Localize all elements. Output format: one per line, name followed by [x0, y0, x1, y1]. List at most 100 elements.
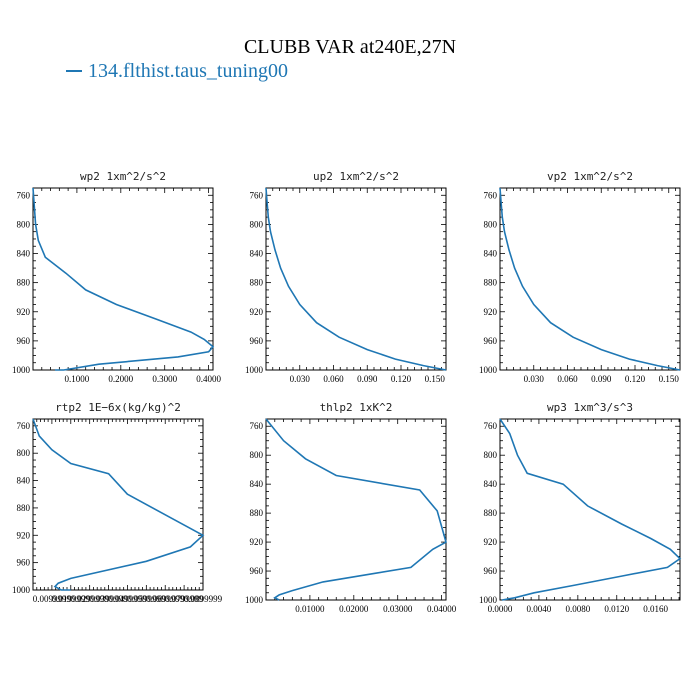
plot-frame [32, 418, 204, 591]
panel-title: thlp2 1xK^2 [320, 401, 393, 414]
x-tick-label: 0.0199999 [52, 594, 91, 604]
y-tick-label: 800 [250, 450, 264, 460]
x-tick-label: 0.1000 [65, 374, 90, 384]
figure-header: CLUBB VAR at240E,27N 134.flthist.taus_tu… [0, 0, 700, 90]
x-tick-label: 0.0099999 [33, 594, 72, 604]
series-line [32, 418, 205, 591]
x-tick-label: 0.0040 [527, 604, 552, 614]
chart-panel: wp3 1xm^3/s^3 760 800 840 880 920 960 10000.000… [479, 401, 682, 614]
x-tick-label: 0.0299999 [71, 594, 110, 604]
y-tick-label: 760 [484, 421, 498, 431]
x-tick-label: 0.0160 [643, 604, 668, 614]
y-tick-label: 920 [484, 537, 498, 547]
y-tick-label: 960 [250, 566, 264, 576]
y-tick-label: 960 [17, 558, 31, 568]
y-tick-label: 800 [484, 450, 498, 460]
x-tick-label: 0.090 [357, 374, 378, 384]
legend: 134.flthist.taus_tuning00 [66, 58, 288, 84]
y-tick-label: 880 [484, 508, 498, 518]
x-tick-label: 0.2000 [108, 374, 133, 384]
series-line [499, 418, 682, 601]
x-tick-label: 0.0120 [604, 604, 629, 614]
y-tick-label: 1000 [12, 585, 31, 595]
y-tick-label: 920 [484, 307, 498, 317]
legend-swatch [66, 70, 82, 72]
y-tick-label: 760 [17, 421, 31, 431]
y-tick-label: 800 [484, 219, 498, 229]
y-tick-label: 800 [17, 448, 31, 458]
chart-panel: thlp2 1xK^2 760 800 840 880 920 960 1000 0.01000… [245, 401, 457, 614]
y-tick-label: 840 [17, 249, 31, 259]
plot-frame [32, 187, 214, 371]
y-tick-label: 760 [250, 421, 264, 431]
y-tick-label: 960 [484, 566, 498, 576]
x-tick-label: 0.0080 [565, 604, 590, 614]
chart-panel: vp2 1xm^2/s^2 760 800 840 880 920 960 1000 0.030… [479, 170, 681, 384]
x-tick-label: 0.060 [323, 374, 344, 384]
y-tick-label: 880 [484, 278, 498, 288]
plot-frame [499, 187, 681, 371]
y-tick-label: 880 [250, 278, 264, 288]
y-tick-label: 920 [250, 307, 264, 317]
x-tick-label: 0.0499999 [108, 594, 147, 604]
x-tick-label: 0.04000 [427, 604, 457, 614]
panel-title: up2 1xm^2/s^2 [313, 170, 399, 183]
plot-frame [499, 418, 681, 601]
y-tick-label: 920 [250, 537, 264, 547]
y-tick-label: 760 [17, 190, 31, 200]
x-tick-label: 0.0699999 [146, 594, 185, 604]
x-tick-label: 0.01000 [295, 604, 325, 614]
x-tick-label: 0.090 [591, 374, 612, 384]
y-tick-label: 840 [484, 249, 498, 259]
y-tick-label: 960 [484, 336, 498, 346]
x-tick-label: 0.0799999 [165, 594, 204, 604]
chart-panel: rtp2 1E−6x(kg/kg)^2 760 800 840 880 920 960 100… [12, 401, 223, 604]
x-tick-label: 0.150 [425, 374, 446, 384]
y-tick-label: 880 [17, 503, 31, 513]
x-tick-label: 0.030 [290, 374, 311, 384]
y-tick-label: 1000 [245, 595, 264, 605]
y-tick-label: 920 [17, 530, 31, 540]
y-tick-label: 760 [484, 190, 498, 200]
y-tick-label: 840 [17, 476, 31, 486]
chart-panel: up2 1xm^2/s^2 760 800 840 880 920 960 1000 0.030… [245, 170, 447, 384]
x-tick-label: 0.060 [557, 374, 578, 384]
x-tick-label: 0.3000 [152, 374, 177, 384]
y-tick-label: 880 [250, 508, 264, 518]
series-line [265, 418, 447, 601]
y-tick-label: 960 [17, 336, 31, 346]
y-tick-label: 920 [17, 307, 31, 317]
y-tick-label: 960 [250, 336, 264, 346]
chart-panel: wp2 1xm^2/s^2 760 800 840 880 920 960 1000 0.100… [12, 170, 221, 384]
panel-title: vp2 1xm^2/s^2 [547, 170, 633, 183]
y-tick-label: 1000 [479, 595, 498, 605]
y-tick-label: 1000 [12, 365, 31, 375]
x-tick-label: 0.030 [524, 374, 545, 384]
x-tick-label: 0.0599999 [127, 594, 166, 604]
x-tick-label: 0.0000 [488, 604, 513, 614]
series-line [32, 187, 215, 371]
y-tick-label: 760 [250, 190, 264, 200]
x-tick-label: 0.150 [659, 374, 680, 384]
x-tick-label: 0.03000 [383, 604, 413, 614]
legend-label: 134.flthist.taus_tuning00 [88, 59, 288, 82]
y-tick-label: 1000 [479, 365, 498, 375]
y-tick-label: 800 [17, 219, 31, 229]
x-tick-label: 0.120 [391, 374, 412, 384]
plot-frame [265, 187, 447, 371]
x-tick-label: 0.0899999 [184, 594, 223, 604]
y-tick-label: 840 [250, 479, 264, 489]
series-line [265, 187, 447, 371]
series-line [499, 187, 681, 371]
panel-title: wp3 1xm^3/s^3 [547, 401, 633, 414]
figure-title: CLUBB VAR at240E,27N [243, 36, 457, 58]
x-tick-label: 0.0399999 [89, 594, 128, 604]
y-tick-label: 800 [250, 219, 264, 229]
x-tick-label: 0.02000 [339, 604, 369, 614]
y-tick-label: 1000 [245, 365, 264, 375]
y-tick-label: 840 [250, 249, 264, 259]
panel-title: wp2 1xm^2/s^2 [80, 170, 166, 183]
y-tick-label: 880 [17, 278, 31, 288]
plot-frame [265, 418, 447, 601]
